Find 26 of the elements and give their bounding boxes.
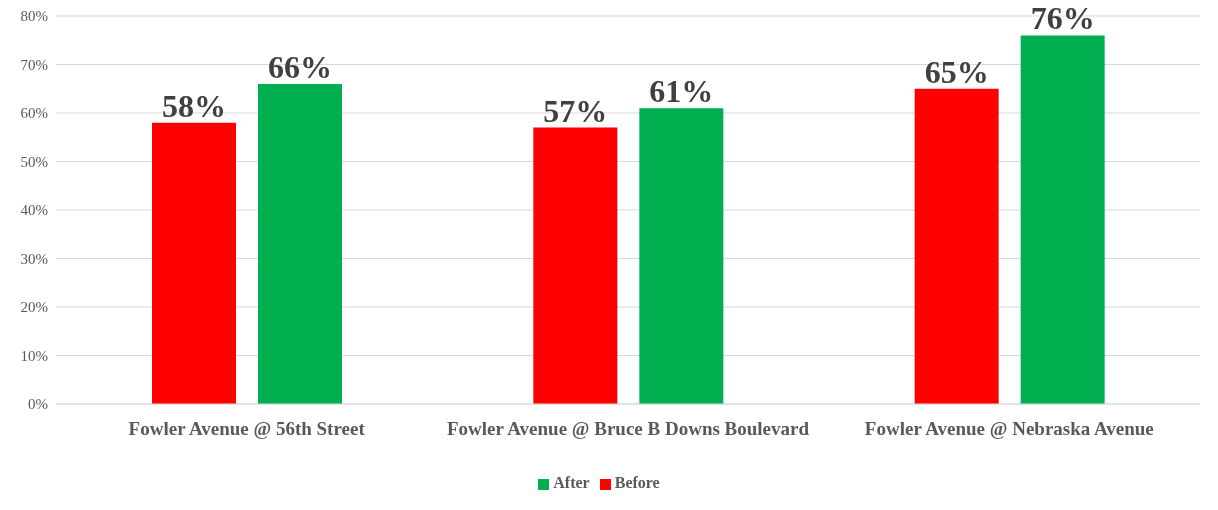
x-tick-label: Fowler Avenue @ Nebraska Avenue xyxy=(864,418,1154,440)
y-tick-label: 10% xyxy=(20,347,48,364)
legend-label: After xyxy=(553,474,590,491)
y-tick-label: 50% xyxy=(20,153,48,170)
bar xyxy=(1020,35,1105,404)
legend-label: Before xyxy=(614,474,660,491)
y-tick-label: 80% xyxy=(20,8,48,25)
data-label: 58% xyxy=(162,87,226,124)
bar xyxy=(152,122,236,404)
y-tick-label: 0% xyxy=(28,396,48,413)
y-tick-label: 40% xyxy=(20,202,48,219)
bar xyxy=(914,88,999,404)
y-tick-label: 20% xyxy=(20,299,48,316)
y-tick-label: 30% xyxy=(20,250,48,267)
bar xyxy=(639,108,724,404)
bar xyxy=(258,83,342,404)
bar xyxy=(533,127,618,404)
y-tick-label: 70% xyxy=(20,56,48,73)
data-label: 66% xyxy=(268,48,332,85)
x-tick-label: Fowler Avenue @ 56th Street xyxy=(128,418,366,440)
data-label: 65% xyxy=(924,53,989,90)
data-label: 61% xyxy=(649,73,714,110)
data-label: 57% xyxy=(543,92,608,129)
y-tick-label: 60% xyxy=(20,105,48,122)
data-label: 76% xyxy=(1030,0,1095,37)
x-tick-label: Fowler Avenue @ Bruce B Downs Boulevard xyxy=(446,418,810,440)
